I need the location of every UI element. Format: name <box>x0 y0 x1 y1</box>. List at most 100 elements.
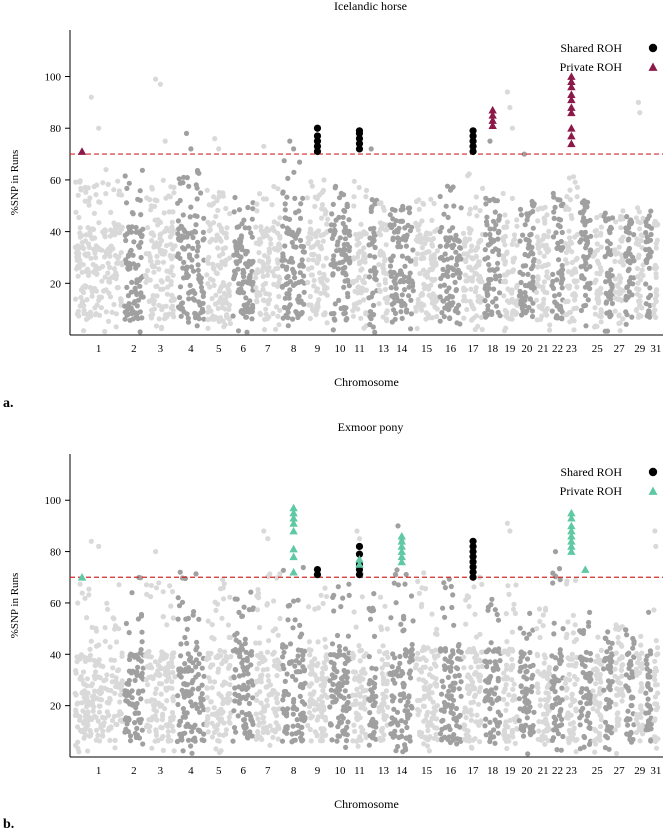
snp-point <box>594 271 599 276</box>
snp-point <box>92 251 97 256</box>
snp-point <box>301 565 306 570</box>
snp-point <box>226 665 231 670</box>
snp-point <box>402 264 407 269</box>
snp-point <box>463 278 468 283</box>
snp-point <box>503 313 508 318</box>
snp-point <box>175 254 180 259</box>
snp-outlier-point <box>158 82 163 87</box>
snp-point <box>319 593 324 598</box>
snp-point <box>291 704 296 709</box>
snp-point <box>367 743 372 748</box>
snp-point <box>196 244 201 249</box>
snp-point <box>241 717 246 722</box>
snp-point <box>428 257 433 262</box>
snp-point <box>592 750 597 755</box>
snp-point <box>187 724 192 729</box>
snp-point <box>205 686 210 691</box>
snp-point <box>298 262 303 267</box>
snp-point <box>249 717 254 722</box>
snp-point <box>337 648 342 653</box>
snp-point <box>192 291 197 296</box>
snp-point <box>616 680 621 685</box>
snp-point <box>418 293 423 298</box>
snp-point <box>150 230 155 235</box>
snp-point <box>261 283 266 288</box>
snp-point <box>484 215 489 220</box>
snp-point <box>153 659 158 664</box>
snp-point <box>171 308 176 313</box>
snp-point <box>205 309 210 314</box>
snp-point <box>136 689 141 694</box>
snp-point <box>277 616 282 621</box>
snp-point <box>239 247 244 252</box>
snp-point <box>255 666 260 671</box>
snp-point <box>250 260 255 265</box>
snp-point <box>184 265 189 270</box>
snp-point <box>99 305 104 310</box>
snp-point <box>610 679 615 684</box>
snp-point <box>236 224 241 229</box>
snp-point <box>614 751 619 756</box>
snp-point <box>441 684 446 689</box>
snp-point <box>156 580 161 585</box>
snp-outlier-point <box>636 100 641 105</box>
snp-point <box>214 316 219 321</box>
snp-point <box>536 729 541 734</box>
snp-point <box>241 658 246 663</box>
snp-point <box>265 703 270 708</box>
snp-point <box>350 738 355 743</box>
snp-point <box>270 311 275 316</box>
snp-point <box>93 312 98 317</box>
snp-point <box>170 654 175 659</box>
snp-point <box>524 636 529 641</box>
snp-point <box>276 294 281 299</box>
chromosome-1-points <box>73 582 125 755</box>
snp-point <box>384 650 389 655</box>
snp-point <box>557 197 562 202</box>
snp-point <box>629 740 634 745</box>
snp-point <box>566 710 571 715</box>
snp-point <box>360 278 365 283</box>
snp-point <box>227 282 232 287</box>
snp-point <box>493 685 498 690</box>
snp-point <box>552 216 557 221</box>
shared-roh-point <box>469 127 476 134</box>
snp-point <box>427 720 432 725</box>
snp-point <box>618 328 623 333</box>
snp-point <box>167 583 172 588</box>
snp-point <box>169 679 174 684</box>
snp-point <box>308 648 313 653</box>
snp-point <box>186 665 191 670</box>
snp-point <box>81 262 86 267</box>
snp-point <box>312 204 317 209</box>
snp-point <box>316 605 321 610</box>
snp-point <box>168 604 173 609</box>
snp-point <box>546 229 551 234</box>
snp-point <box>147 729 152 734</box>
snp-point <box>537 619 542 624</box>
snp-point <box>425 237 430 242</box>
snp-point <box>474 634 479 639</box>
snp-point <box>550 309 555 314</box>
snp-point <box>170 220 175 225</box>
snp-point <box>407 205 412 210</box>
snp-point <box>628 275 633 280</box>
snp-point <box>324 285 329 290</box>
snp-point <box>405 256 410 261</box>
snp-point <box>383 280 388 285</box>
snp-point <box>177 176 182 181</box>
snp-point <box>586 620 591 625</box>
snp-point <box>534 298 539 303</box>
snp-point <box>334 690 339 695</box>
snp-point <box>157 316 162 321</box>
snp-point <box>321 706 326 711</box>
snp-point <box>475 324 480 329</box>
snp-point <box>148 207 153 212</box>
snp-point <box>359 290 364 295</box>
snp-point <box>368 733 373 738</box>
snp-point <box>595 241 600 246</box>
snp-point <box>198 302 203 307</box>
snp-point <box>376 262 381 267</box>
snp-point <box>491 287 496 292</box>
snp-point <box>176 617 181 622</box>
